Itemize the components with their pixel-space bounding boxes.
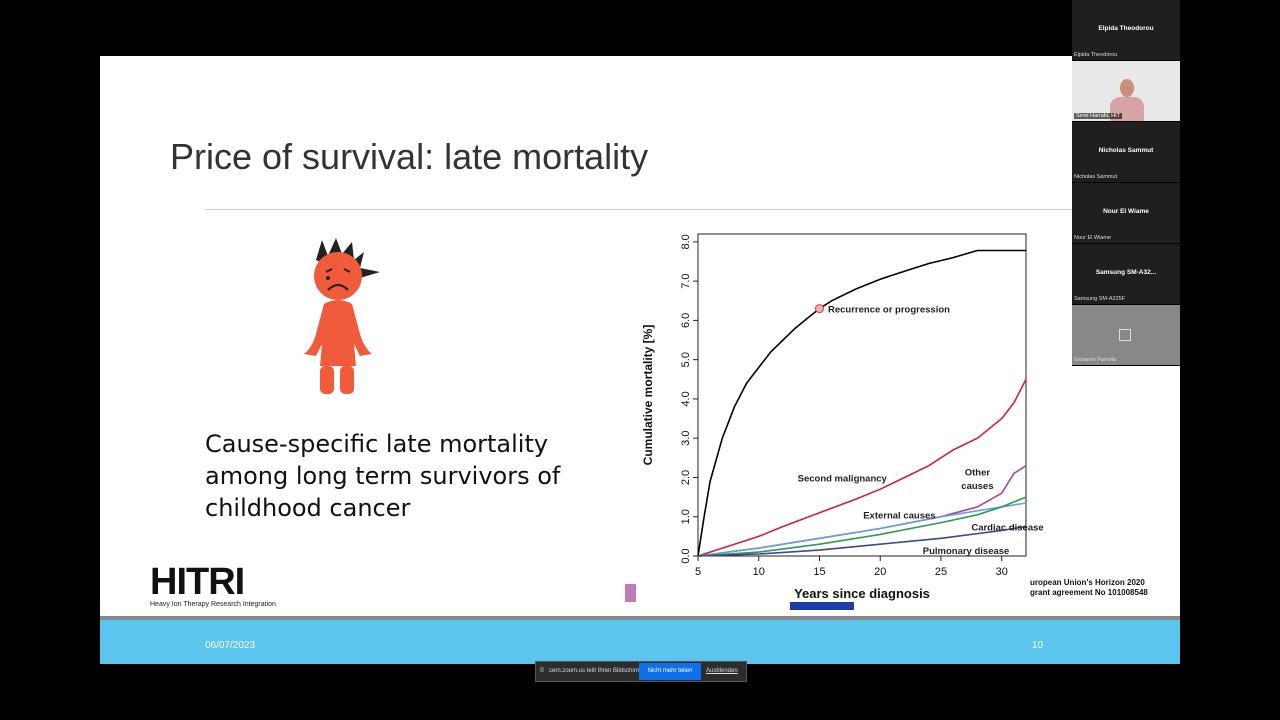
y-tick-label: 1.0 <box>680 509 692 524</box>
y-tick-label: 2.0 <box>680 470 692 485</box>
participant-video-tile[interactable]: Semi Harrabi, HIT <box>1072 61 1180 122</box>
share-status-text: cern.zoom.us teilt Ihren Bildschirm. <box>549 668 643 674</box>
slide-footer: 06/07/2023 10 <box>100 620 1180 664</box>
participant-title: Nicholas Sammut <box>1098 147 1154 154</box>
highlight-point <box>814 304 824 314</box>
presentation-slide: Price of survival: late mortality Cause-… <box>100 56 1180 664</box>
slide-title: Price of survival: late mortality <box>170 136 649 177</box>
series-annotation: Pulmonary disease <box>923 546 1010 557</box>
series-annotation: Cardiac disease <box>971 522 1043 533</box>
x-tick-label: 20 <box>874 566 886 578</box>
participant-name: Giovanni Parrella <box>1074 357 1117 363</box>
participant-panel: Elpida Theodorou Elpida Theodorou Semi H… <box>1072 0 1180 366</box>
series-annotation: causes <box>961 481 993 492</box>
y-tick-label: 5.0 <box>680 352 692 367</box>
series-line <box>697 378 1027 557</box>
eu-funding-line1: uropean Union's Horizon 2020 <box>1030 578 1145 587</box>
hide-button[interactable]: Ausblenden <box>706 668 738 674</box>
series-annotation: Recurrence or progression <box>828 305 950 316</box>
x-tick-label: 10 <box>753 566 765 578</box>
y-tick-label: 6.0 <box>680 313 692 328</box>
slide-caption: Cause-specific late mortality among long… <box>205 430 561 522</box>
participant-tile[interactable]: Nour El Wiame Nour El Wiame <box>1072 183 1180 244</box>
participant-video-head <box>1120 79 1134 97</box>
y-tick-label: 7.0 <box>680 273 692 288</box>
hitri-logo-subtitle: Heavy Ion Therapy Research Integration <box>150 601 276 608</box>
x-tick-label: 5 <box>695 566 701 578</box>
participant-title: Elpida Theodorou <box>1098 25 1154 32</box>
y-axis-label: Cumulative mortality [%] <box>641 325 655 466</box>
series-annotation: External causes <box>863 511 935 522</box>
x-tick-label: 25 <box>935 566 947 578</box>
decorative-mark <box>625 584 636 602</box>
y-tick-label: 0.0 <box>680 548 692 563</box>
participant-tile[interactable]: Giovanni Parrella <box>1072 305 1180 366</box>
title-divider <box>205 209 1180 210</box>
series-line <box>697 496 1027 557</box>
y-tick-label: 3.0 <box>680 431 692 446</box>
pause-icon[interactable]: II <box>540 667 544 674</box>
cumulative-mortality-chart: 5 10 15 20 25 30 0.0 1.0 2.0 3.0 4.0 5.0 6.0 7.0 8.0 Ye… <box>641 233 1044 601</box>
screen-share-bar: II cern.zoom.us teilt Ihren Bildschirm. … <box>535 661 747 682</box>
eu-funding-line2: grant agreement No 101008548 <box>1030 588 1148 597</box>
plot-frame <box>697 233 1027 557</box>
participant-tile[interactable]: Elpida Theodorou Elpida Theodorou <box>1072 0 1180 61</box>
participant-name: Nicholas Sammut <box>1074 174 1118 180</box>
sad-child-icon <box>304 238 380 394</box>
series-annotation: Other <box>965 468 991 479</box>
participant-name: Semi Harrabi, HIT <box>1074 113 1123 119</box>
hitri-logo: HITRI <box>150 561 245 603</box>
participant-name: Samsung SM-A325F <box>1074 296 1126 302</box>
series-line <box>697 525 1027 557</box>
x-tick-label: 15 <box>813 566 825 578</box>
x-axis-label: Years since diagnosis <box>794 586 930 601</box>
participant-name: Elpida Theodorou <box>1074 52 1118 58</box>
eu-flag-icon <box>790 602 854 610</box>
footer-divider <box>100 616 1180 620</box>
footer-page-number: 10 <box>1032 640 1044 651</box>
stop-sharing-button[interactable]: Nicht mehr teilen <box>639 663 701 680</box>
y-tick-label: 8.0 <box>680 234 692 249</box>
participant-tile[interactable]: Samsung SM-A32... Samsung SM-A325F <box>1072 244 1180 305</box>
series-line <box>697 249 1026 557</box>
camera-off-icon <box>1119 329 1131 341</box>
eu-funding-note: uropean Union's Horizon 2020 grant agree… <box>1030 578 1148 598</box>
participant-title: Nour El Wiame <box>1103 208 1149 215</box>
footer-date: 06/07/2023 <box>205 640 256 651</box>
participant-tile[interactable]: Nicholas Sammut Nicholas Sammut <box>1072 122 1180 183</box>
y-tick-label: 4.0 <box>680 391 692 406</box>
participant-name: Nour El Wiame <box>1074 235 1111 241</box>
participant-title: Samsung SM-A32... <box>1095 269 1157 276</box>
x-tick-label: 30 <box>996 566 1008 578</box>
series-annotation: Second malignancy <box>798 473 888 484</box>
